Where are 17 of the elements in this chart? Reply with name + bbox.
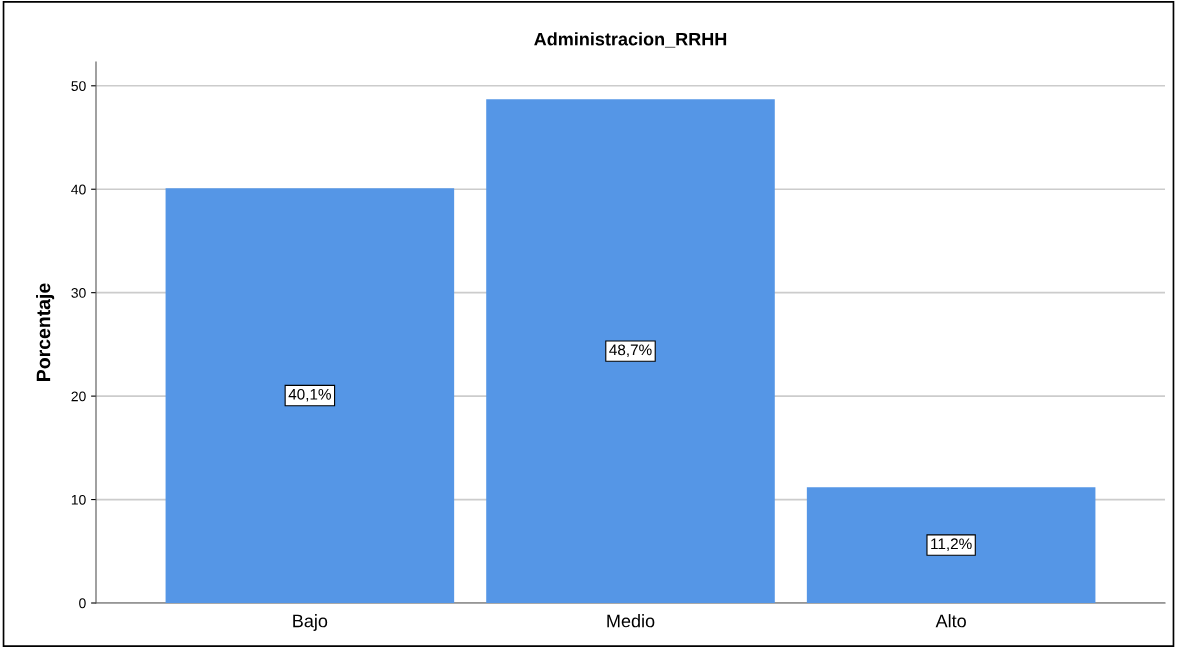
y-tick-label: 0 [79, 598, 86, 609]
x-tick-label: Medio [607, 614, 655, 628]
y-axis-title: Porcentaje [36, 283, 55, 381]
bar [806, 487, 1096, 603]
y-tick-label: 50 [71, 81, 86, 91]
data-label: 48,7% [609, 344, 652, 358]
x-tick-label: Alto [935, 614, 966, 628]
bar [165, 188, 455, 603]
x-tick-label: Bajo [293, 614, 328, 631]
y-tick-label: 20 [71, 391, 86, 402]
y-tick-label: 30 [71, 288, 86, 298]
data-label: 40,1% [288, 388, 331, 402]
y-tick-label: 40 [71, 184, 86, 195]
y-tick-label: 10 [71, 494, 86, 505]
bar [486, 99, 775, 603]
chart-title: Administracion_RRHH [534, 32, 727, 48]
data-label: 11,2% [931, 538, 972, 551]
